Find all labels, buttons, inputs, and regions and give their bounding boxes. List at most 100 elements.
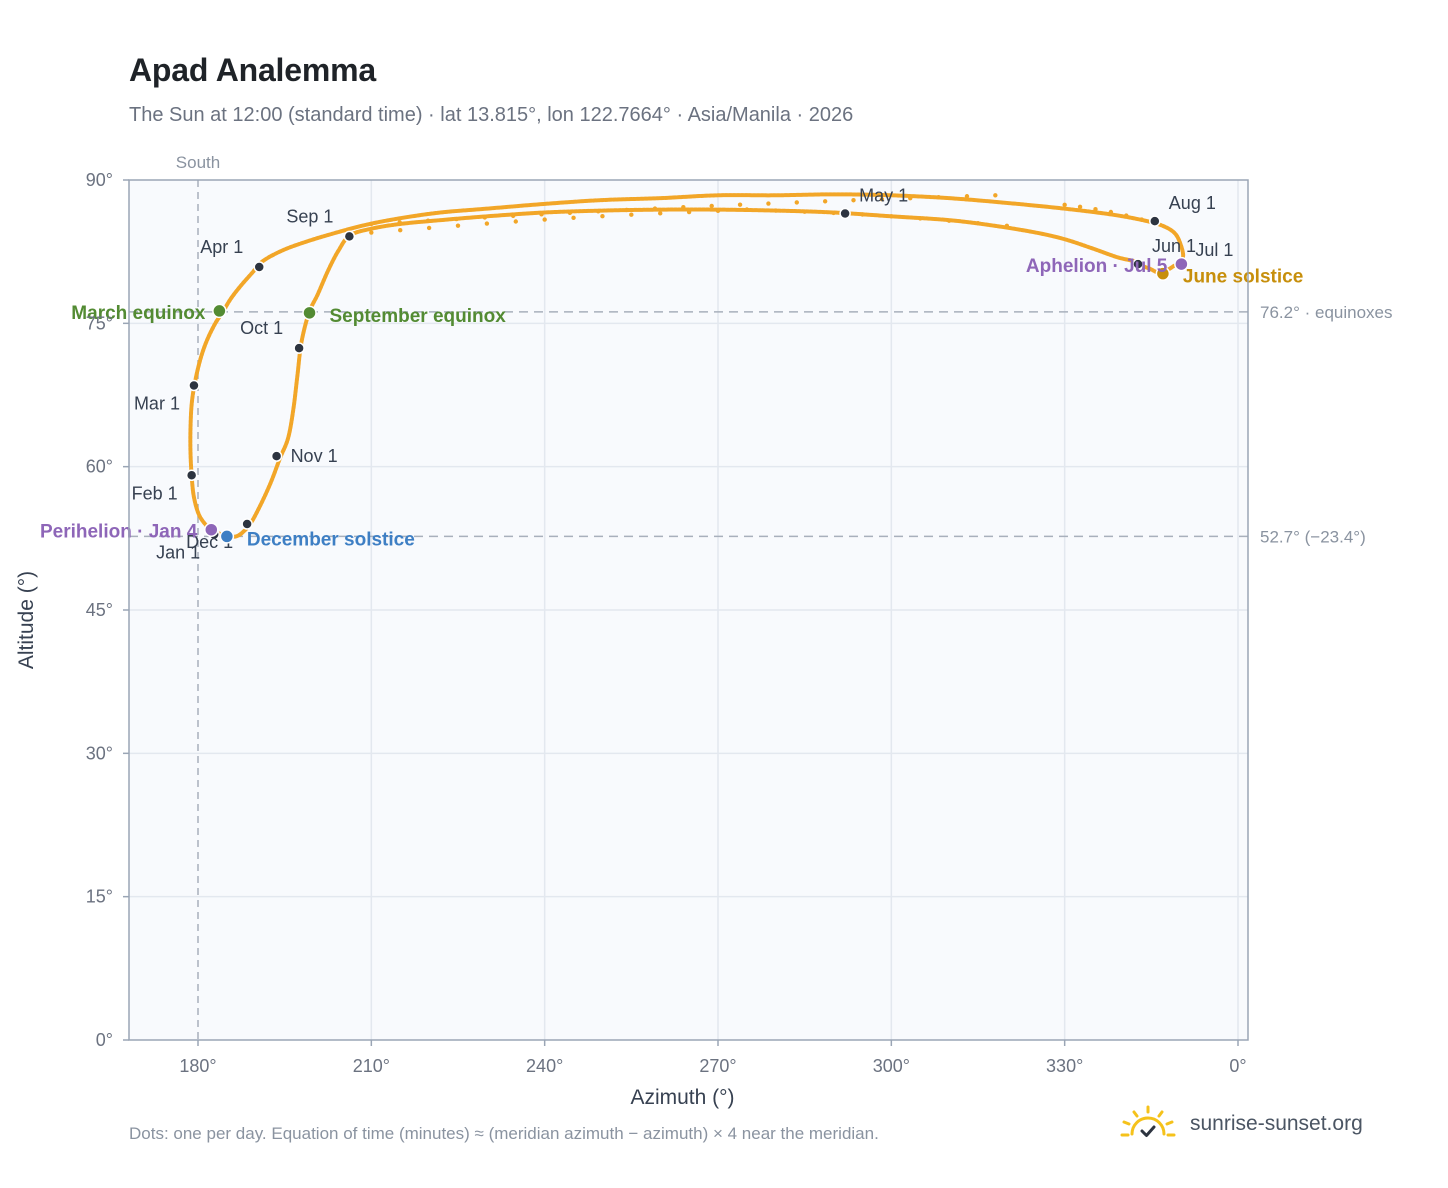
- month-label: Jun 1: [1152, 236, 1196, 256]
- chart-title: Apad Analemma: [129, 52, 376, 88]
- daily-dot: [773, 208, 778, 213]
- event-marker: [204, 522, 219, 537]
- daily-dot: [454, 216, 459, 222]
- month-marker: [1132, 258, 1144, 270]
- month-markers: Jan 1 Feb 1 Mar 1 Apr 1 May 1 Jun 1 Jul 1 Aug 1…: [132, 185, 1234, 562]
- daily-dot: [686, 209, 692, 215]
- event-marker: [302, 305, 317, 321]
- daily-dot: [993, 193, 998, 198]
- event-marker: [219, 529, 235, 544]
- month-marker: [1149, 215, 1161, 227]
- y-tick-label: 30°: [86, 743, 113, 763]
- month-marker: [241, 518, 253, 530]
- daily-dot: [744, 207, 750, 212]
- daily-dot: [542, 217, 547, 222]
- month-label: Apr 1: [200, 237, 243, 257]
- daily-dot: [600, 214, 605, 219]
- axes: 180° 210° 240° 270° 300° 330° 0° 0° 15° 30° 45° 60°…: [86, 170, 1247, 1076]
- daily-dot: [709, 203, 714, 209]
- grid: [129, 180, 1248, 1040]
- chart-subtitle: The Sun at 12:00 (standard time) · lat 1…: [129, 104, 854, 126]
- month-label: Aug 1: [1169, 193, 1216, 213]
- x-tick-label: 240°: [526, 1056, 563, 1076]
- month-label: May 1: [859, 185, 908, 205]
- x-tick-label: 330°: [1046, 1056, 1083, 1076]
- daily-dot: [398, 228, 403, 233]
- daily-dot: [802, 209, 807, 214]
- y-tick-label: 15°: [86, 887, 113, 907]
- month-marker: [839, 207, 851, 220]
- event-label: December solstice: [247, 529, 415, 550]
- daily-dot: [658, 211, 663, 216]
- daily-dot: [908, 196, 913, 201]
- daily-dot: [918, 216, 923, 221]
- event-label: Aphelion · Jul 5: [1026, 256, 1168, 277]
- daily-dot: [482, 215, 487, 220]
- x-tick-label: 180°: [179, 1056, 216, 1076]
- y-tick-label: 90°: [86, 170, 113, 190]
- daily-dot: [1093, 206, 1098, 212]
- daily-dot: [571, 215, 576, 221]
- y-axis-title: Altitude (°): [15, 571, 38, 669]
- daily-dot: [369, 221, 374, 227]
- daily-dot: [831, 210, 836, 216]
- daily-dot: [715, 208, 721, 214]
- daily-dot: [484, 221, 490, 226]
- daily-dot: [1108, 209, 1114, 215]
- brand-name: sunrise-sunset.org: [1190, 1112, 1363, 1135]
- daily-dot: [889, 214, 894, 219]
- daily-dot: [425, 218, 431, 223]
- y-tick-label: 45°: [86, 600, 113, 620]
- daily-dot: [624, 207, 629, 213]
- month-label: Sep 1: [286, 206, 333, 226]
- month-label: Oct 1: [240, 318, 283, 338]
- reference-lines: South 76.2° · equinoxes 52.7° (−23.4°): [129, 153, 1393, 1040]
- y-tick-label: 0°: [96, 1030, 113, 1050]
- x-tick-label: 270°: [699, 1056, 736, 1076]
- daily-dot: [1139, 217, 1144, 222]
- daily-dot: [879, 197, 885, 202]
- month-label: Jan 1: [156, 543, 200, 563]
- daily-dot: [681, 205, 686, 210]
- daily-dot: [1062, 202, 1067, 208]
- daily-dot: [1004, 223, 1010, 229]
- sun-check-icon: [1120, 1105, 1176, 1137]
- daily-dot: [455, 223, 461, 228]
- y-tick-label: 60°: [86, 457, 113, 477]
- month-label: Jul 1: [1195, 240, 1233, 260]
- daily-dot: [851, 198, 856, 203]
- month-label: Nov 1: [291, 446, 338, 466]
- x-axis-title: Azimuth (°): [630, 1086, 734, 1109]
- daily-dot: [567, 210, 573, 216]
- daily-dot: [652, 206, 658, 211]
- month-marker: [185, 469, 198, 482]
- daily-dot: [426, 225, 432, 231]
- event-marker: [1174, 256, 1189, 272]
- daily-dot: [596, 209, 601, 214]
- daily-dot: [1124, 213, 1129, 218]
- daily-dot: [794, 200, 799, 205]
- plot-frame: [128, 179, 1249, 1041]
- month-marker: [253, 261, 265, 273]
- brand-link[interactable]: sunrise-sunset.org: [1120, 1104, 1363, 1144]
- month-label: Mar 1: [134, 393, 180, 413]
- event-label: June solstice: [1183, 267, 1303, 288]
- meridian-label: South: [176, 153, 220, 172]
- daily-dot: [513, 219, 518, 224]
- daily-dot: [1077, 204, 1083, 210]
- event-markers: March equinox September equinox December s…: [40, 256, 1303, 550]
- daily-dot: [936, 195, 941, 200]
- daily-dot: [946, 218, 952, 223]
- daily-dot: [369, 230, 374, 235]
- month-marker: [188, 379, 200, 392]
- event-label: September equinox: [330, 306, 507, 327]
- daily-dot: [539, 212, 544, 217]
- altitude-reference-label: 52.7° (−23.4°): [1260, 527, 1366, 546]
- daily-dot: [860, 212, 865, 217]
- y-tick-label: 75°: [86, 313, 113, 333]
- event-label: Perihelion · Jan 4: [40, 522, 198, 543]
- x-tick-label: 0°: [1229, 1056, 1246, 1076]
- x-tick-label: 210°: [353, 1056, 390, 1076]
- daily-dot: [510, 213, 516, 219]
